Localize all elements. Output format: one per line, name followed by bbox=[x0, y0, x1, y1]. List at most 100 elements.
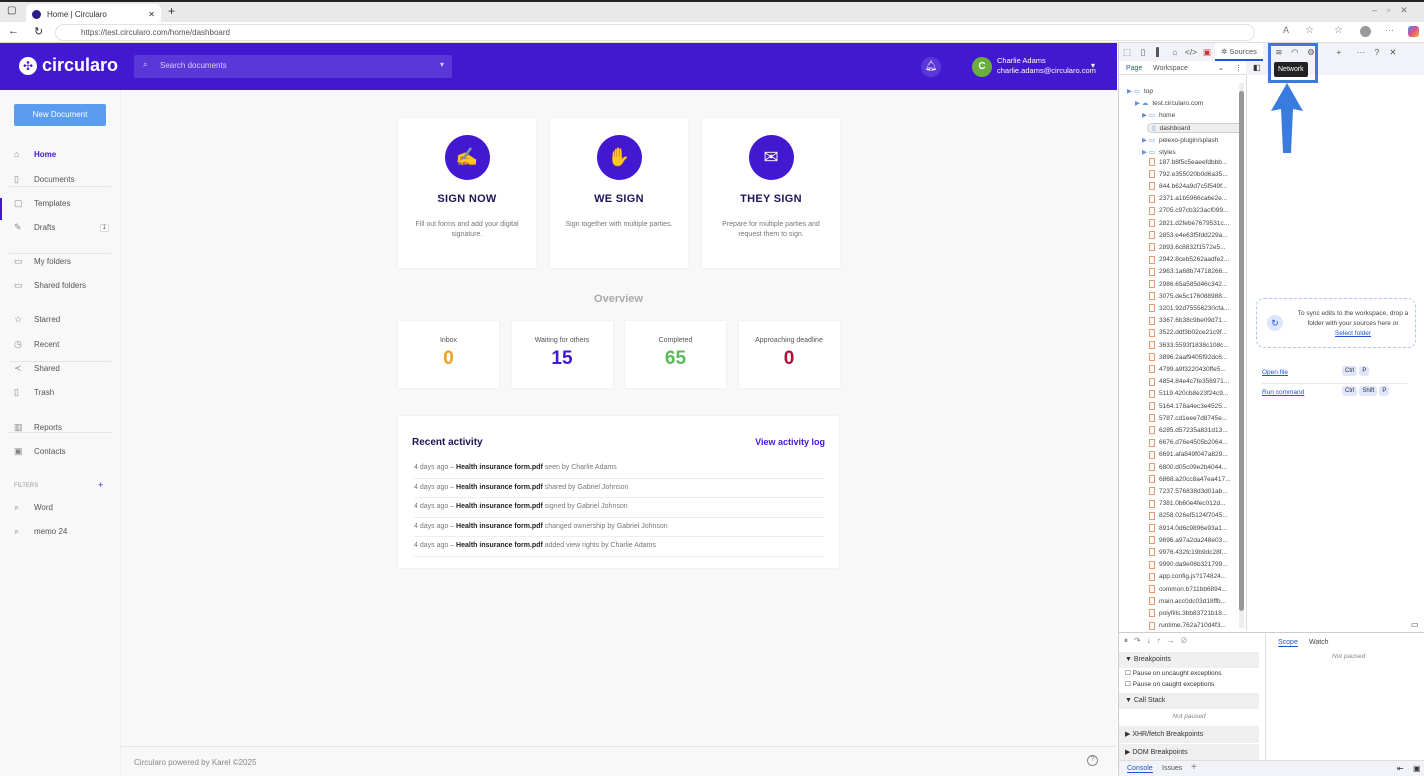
sidebar-item-recent[interactable]: ◷ Recent bbox=[14, 339, 109, 350]
stat-approaching-deadline[interactable]: Approaching deadline 0 bbox=[738, 321, 840, 388]
dock-drawer-icon[interactable]: ⇤ bbox=[1397, 764, 1404, 773]
tab-workspace[interactable]: Workspace bbox=[1153, 65, 1188, 72]
open-file-link[interactable]: Open file bbox=[1262, 369, 1289, 376]
we-sign-card[interactable]: ✋ WE SIGN Sign together with multiple part… bbox=[550, 118, 688, 268]
select-folder-link[interactable]: Select folder bbox=[1334, 330, 1372, 337]
copilot-icon[interactable] bbox=[1408, 26, 1419, 37]
source-file[interactable]: 3075.de5c176088988... bbox=[1149, 292, 1227, 301]
source-file[interactable]: 792.e355020b0d6a35... bbox=[1149, 170, 1228, 179]
stat-waiting-for-others[interactable]: Waiting for others 15 bbox=[511, 321, 613, 388]
activity-file-link[interactable]: Health insurance form.pdf bbox=[456, 464, 543, 471]
close-drawer-icon[interactable]: ▣ bbox=[1413, 764, 1421, 773]
activity-file-link[interactable]: Health insurance form.pdf bbox=[456, 522, 543, 530]
more-tools-icon[interactable]: + bbox=[1336, 47, 1342, 57]
source-file[interactable]: 3896.2aaf9405f92dc6... bbox=[1149, 353, 1227, 362]
browser-tab[interactable]: Home | Circularo ✕ bbox=[26, 4, 161, 24]
favorite-star-icon[interactable]: ☆ bbox=[1305, 25, 1314, 36]
navigator-scrollbar[interactable] bbox=[1239, 83, 1244, 628]
view-activity-log-link[interactable]: View activity log bbox=[755, 437, 825, 447]
back-icon[interactable]: ← bbox=[8, 25, 19, 37]
avatar[interactable]: C bbox=[972, 57, 992, 77]
sidebar-item-drafts[interactable]: ✎ Drafts 1 bbox=[14, 222, 109, 233]
they-sign-card[interactable]: ✉ THEY SIGN Prepare for multiple parties a… bbox=[702, 118, 840, 268]
source-file[interactable]: 3633.5593f1838c108c... bbox=[1149, 341, 1229, 349]
devtools-menu-icon[interactable]: ··· bbox=[1356, 47, 1366, 57]
dock-icon[interactable]: ▌ bbox=[1155, 47, 1163, 57]
sidebar-item-reports[interactable]: ▥ Reports bbox=[14, 422, 109, 433]
new-document-button[interactable]: New Document bbox=[14, 104, 106, 126]
url-field[interactable]: https://test.circularo.com/home/dashboar… bbox=[55, 24, 1255, 41]
user-menu-chevron-icon[interactable]: ▾ bbox=[1091, 61, 1096, 70]
sidebar-item-my-folders[interactable]: ▭ My folders bbox=[14, 256, 109, 267]
source-file[interactable]: 2942.8ceb5262aadfe2... bbox=[1149, 255, 1229, 264]
source-file[interactable]: runtime.762a710d4f3... bbox=[1149, 621, 1226, 630]
read-aloud-icon[interactable]: A bbox=[1283, 25, 1290, 35]
source-file[interactable]: main.acc0dc03d18ffb... bbox=[1149, 597, 1226, 606]
tab-page[interactable]: Page bbox=[1126, 65, 1143, 72]
sidebar-item-documents[interactable]: ▯ Documents bbox=[14, 174, 109, 185]
xhr-breakpoints-section[interactable]: ▶ XHR/fetch Breakpoints bbox=[1119, 726, 1259, 743]
tab-scope[interactable]: Scope bbox=[1278, 639, 1298, 647]
source-file[interactable]: 6285.d57235a831d13... bbox=[1149, 426, 1228, 435]
favorites-icon[interactable]: ☆ bbox=[1334, 25, 1343, 36]
tree-item[interactable]: ▶ ▭ pelexo-plugin/splash bbox=[1142, 136, 1218, 145]
sign-now-card[interactable]: ✍ SIGN NOW Fill out forms and add your dig… bbox=[398, 118, 536, 268]
activity-file-link[interactable]: Health insurance form.pdf bbox=[456, 483, 543, 491]
window-controls[interactable]: –▫✕ bbox=[1372, 5, 1418, 15]
toggle-debugger-icon[interactable]: ▭ bbox=[1411, 620, 1419, 629]
close-tab-icon[interactable]: ✕ bbox=[148, 9, 155, 19]
tree-item[interactable]: ▶ ▭ styles bbox=[1142, 148, 1176, 157]
source-file[interactable]: 5787.cd1eee7d8745e... bbox=[1149, 414, 1227, 423]
sidebar-item-shared-folders[interactable]: ▭ Shared folders bbox=[14, 280, 109, 291]
source-file[interactable]: 8258.026ef5124f7045... bbox=[1149, 511, 1228, 520]
elements-icon[interactable]: </> bbox=[1184, 47, 1198, 57]
tree-item[interactable]: ▯ dashboard bbox=[1147, 123, 1244, 133]
sidebar-item-shared[interactable]: ≺ Shared bbox=[14, 363, 109, 374]
source-file[interactable]: 3367.6b38c9be09d71... bbox=[1149, 316, 1227, 325]
welcome-icon[interactable]: ⌂ bbox=[1172, 47, 1178, 57]
tab-watch[interactable]: Watch bbox=[1309, 639, 1329, 646]
pause-caught-checkbox[interactable]: ☐ Pause on caught exceptions bbox=[1125, 681, 1215, 688]
tree-item[interactable]: ▶ ▭ top bbox=[1127, 87, 1153, 96]
filter-item[interactable]: ⌕ memo 24 bbox=[14, 526, 109, 537]
settings-gear-icon[interactable]: ⚙ bbox=[1307, 46, 1315, 57]
source-file[interactable]: 6676.d76e4505b2064... bbox=[1149, 438, 1228, 447]
network-wifi-icon[interactable]: ≋ bbox=[1275, 46, 1283, 57]
device-icon[interactable]: ▯ bbox=[1140, 46, 1146, 57]
source-file[interactable]: 6800.d05c09e2b4044... bbox=[1149, 463, 1227, 471]
sidebar-item-templates[interactable]: ▢ Templates bbox=[14, 198, 109, 209]
dom-breakpoints-section[interactable]: ▶ DOM Breakpoints bbox=[1119, 744, 1259, 760]
add-tab-icon[interactable]: + bbox=[1191, 762, 1197, 773]
source-file[interactable]: 5164.178a4ec3e4525... bbox=[1149, 402, 1227, 410]
source-file[interactable]: 4854.84e4c7fe356971... bbox=[1149, 377, 1229, 386]
inspect-icon[interactable]: ⬚ bbox=[1122, 46, 1132, 57]
debugger-controls[interactable]: ⏸↷↓↑→⊘ bbox=[1124, 636, 1193, 645]
source-file[interactable]: 6868.a20cc8a47ea417... bbox=[1149, 475, 1231, 484]
sidebar-item-trash[interactable]: ▯ Trash bbox=[14, 387, 109, 398]
source-file[interactable]: 187.b8f5c5eaeefdbbb... bbox=[1149, 158, 1227, 166]
chevron-down-icon[interactable]: ▾ bbox=[439, 60, 444, 69]
performance-icon[interactable]: ◠ bbox=[1291, 46, 1299, 57]
activity-file-link[interactable]: Health insurance form.pdf bbox=[456, 503, 543, 510]
source-file[interactable]: 7381.0b60e4fec012d... bbox=[1149, 499, 1226, 508]
sidebar-item-home[interactable]: ⌂ Home bbox=[14, 149, 109, 159]
source-file[interactable]: 5119.420cb8e23f24c9... bbox=[1149, 389, 1228, 398]
source-file[interactable]: 2853.e4e63f5fdd229a... bbox=[1149, 231, 1228, 240]
reload-icon[interactable]: ↻ bbox=[34, 26, 44, 38]
sidebar-item-contacts[interactable]: ▣ Contacts bbox=[14, 446, 109, 457]
source-file[interactable]: 2705.c97cb323acf099... bbox=[1149, 206, 1228, 215]
call-stack-section[interactable]: ▼ Call Stack bbox=[1119, 693, 1259, 709]
add-filter-icon[interactable]: + bbox=[98, 480, 104, 490]
run-command-link[interactable]: Run command bbox=[1262, 389, 1305, 396]
sidebar-item-starred[interactable]: ☆ Starred bbox=[14, 314, 109, 325]
profile-icon[interactable] bbox=[1360, 26, 1371, 37]
help-icon[interactable]: ? bbox=[1087, 755, 1098, 766]
search-input[interactable]: ⌕ Search documents ▾ bbox=[134, 55, 452, 78]
source-file[interactable]: polyfills.3bb83721b18... bbox=[1149, 609, 1227, 618]
more-icon[interactable]: ··· bbox=[1385, 25, 1394, 35]
source-file[interactable]: 9990.da9e06b321799... bbox=[1149, 560, 1228, 569]
source-file[interactable]: 4799.a9f3220430ffe5... bbox=[1149, 365, 1226, 374]
source-file[interactable]: 9696.a97a2da248e03... bbox=[1149, 536, 1228, 545]
source-file[interactable]: app.config.js?174824... bbox=[1149, 572, 1226, 581]
new-tab-icon[interactable]: + bbox=[168, 4, 176, 18]
